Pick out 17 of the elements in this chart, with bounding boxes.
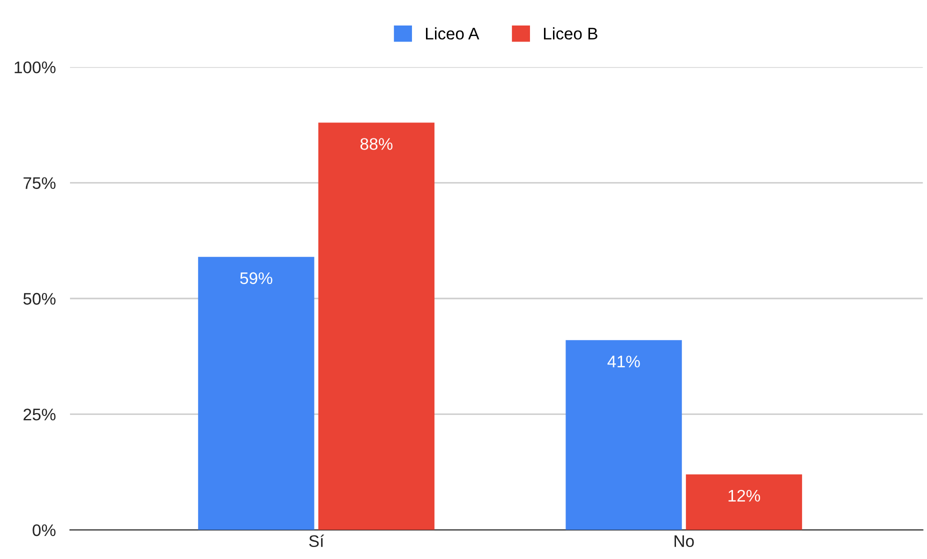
y-tick-label: 25%: [24, 408, 56, 420]
data-label: 59%: [240, 272, 272, 284]
data-label: 88%: [360, 138, 392, 150]
y-tick-label: 100%: [14, 61, 56, 74]
y-tick-label: 75%: [24, 177, 56, 189]
bar: [198, 256, 314, 530]
data-label: 41%: [607, 356, 640, 368]
bar: [318, 122, 434, 530]
legend-label: Liceo B: [544, 27, 598, 40]
y-tick-label: 0%: [32, 524, 56, 536]
y-tick-label: 50%: [23, 292, 56, 305]
x-tick-label: No: [674, 535, 694, 548]
x-tick-label: Sí: [309, 534, 324, 548]
legend-label: Liceo A: [426, 27, 480, 40]
bar: [686, 474, 802, 530]
bar: [566, 340, 682, 530]
data-label: 12%: [728, 490, 760, 502]
